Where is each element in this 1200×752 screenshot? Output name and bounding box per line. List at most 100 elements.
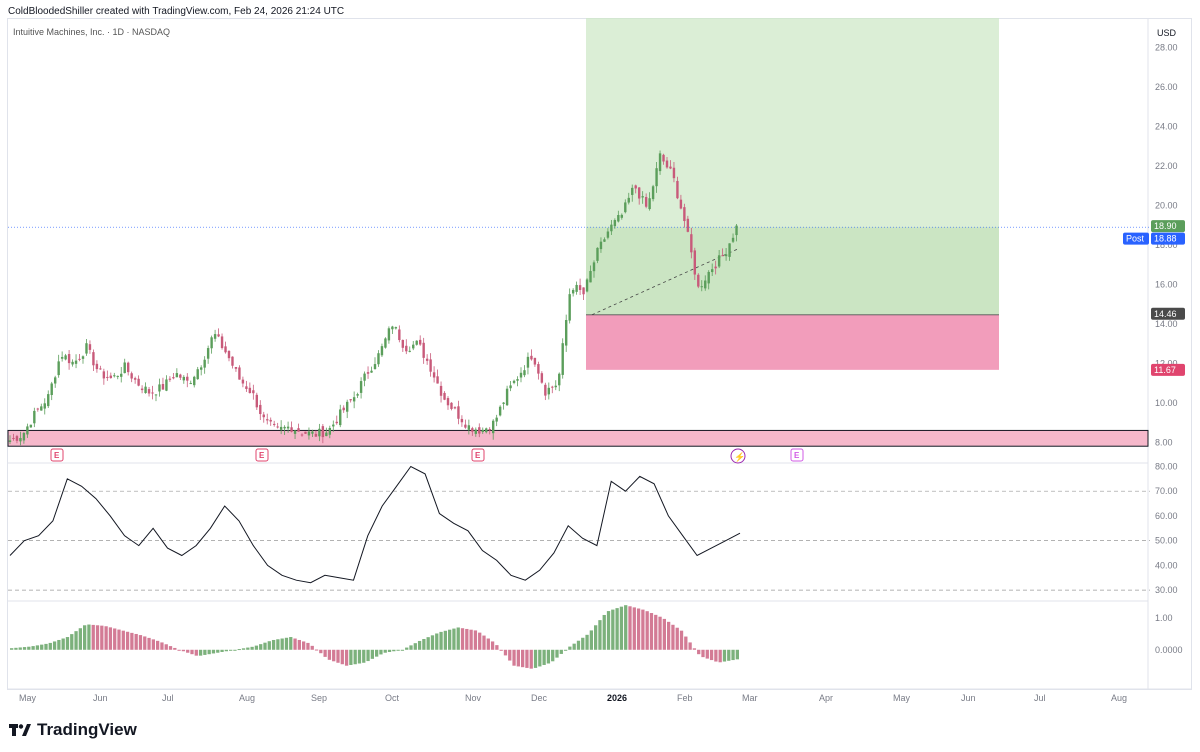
macd-bar	[422, 638, 426, 650]
post-tag: Post	[1126, 234, 1145, 244]
earnings-marker-0: E	[54, 451, 60, 460]
macd-bar	[568, 646, 572, 650]
time-axis-label: 2026	[607, 693, 627, 703]
macd-bar	[594, 625, 598, 650]
chart-credit: ColdBloodedShiller created with TradingV…	[8, 6, 345, 17]
macd-bar	[143, 636, 147, 650]
candle-body	[179, 374, 182, 378]
candle-body	[67, 354, 71, 364]
candle-body	[307, 431, 311, 436]
candle-body	[662, 154, 665, 162]
candle-body	[40, 406, 43, 411]
candle-body	[401, 339, 405, 348]
candle-body	[523, 370, 526, 376]
candle-body	[140, 388, 144, 391]
candle-body	[318, 428, 321, 437]
time-axis-label: Aug	[239, 693, 255, 703]
price-candles	[8, 150, 738, 446]
macd-bar	[35, 645, 40, 650]
price-axis-tick: 20.00	[1155, 200, 1178, 210]
candle-body	[686, 218, 690, 232]
macd-bar	[74, 631, 78, 650]
macd-bar	[177, 649, 181, 651]
price-axis-tick: 26.00	[1155, 82, 1178, 92]
macd-bar	[151, 639, 155, 650]
candle-body	[53, 377, 57, 384]
macd-bar	[516, 649, 520, 667]
candle-body	[495, 417, 498, 422]
candle-body	[64, 355, 67, 360]
candle-body	[707, 271, 710, 284]
earnings-marker-bg-2	[471, 448, 485, 462]
rsi-axis-tick: 80.00	[1155, 461, 1178, 471]
macd-bar	[319, 649, 323, 654]
candle-body	[641, 196, 644, 198]
price-axis-tick: 24.00	[1155, 122, 1178, 132]
macd-bar	[22, 647, 27, 650]
candle-body	[234, 367, 238, 369]
tradingview-brand[interactable]: TradingView	[9, 720, 137, 740]
entry-price-tag: 14.46	[1154, 309, 1177, 319]
candle-body	[26, 426, 29, 435]
macd-bar	[731, 649, 735, 661]
candle-body	[279, 426, 283, 430]
macd-bar	[194, 649, 198, 656]
macd-bar	[383, 649, 387, 653]
candle-body	[175, 373, 179, 378]
candle-body	[255, 394, 259, 408]
macd-bar	[555, 649, 559, 658]
candle-body	[363, 373, 366, 381]
macd-bar	[611, 609, 615, 650]
macd-bar	[138, 635, 143, 650]
candle-body	[321, 426, 325, 438]
macd-bar	[417, 640, 422, 650]
candle-body	[627, 197, 630, 203]
candle-body	[564, 320, 568, 346]
macd-bar	[495, 645, 499, 650]
rsi-axis-tick: 60.00	[1155, 511, 1178, 521]
macd-bar	[542, 649, 546, 665]
candle-body	[15, 436, 19, 441]
dividend-marker-bg	[730, 448, 746, 464]
price-axis-tick: 10.00	[1155, 398, 1178, 408]
candle-body	[196, 369, 199, 380]
post-tag-bg	[1123, 232, 1149, 245]
candle-body	[266, 419, 269, 421]
macd-bar	[207, 649, 211, 655]
macd-bar	[692, 648, 697, 650]
last-price-tag: 18.90	[1154, 221, 1177, 231]
candle-body	[335, 421, 338, 424]
candle-body	[88, 344, 92, 350]
macd-bar	[679, 630, 684, 650]
stop-price-tag: 11.67	[1154, 365, 1176, 375]
candle-body	[366, 372, 370, 374]
macd-bar	[302, 641, 306, 650]
macd-bar	[134, 633, 138, 650]
macd-bar	[430, 635, 435, 650]
candle-body	[314, 433, 318, 437]
macd-bar	[581, 637, 585, 650]
candle-body	[186, 376, 189, 381]
candle-body	[613, 220, 617, 227]
rsi-axis-tick: 70.00	[1155, 486, 1178, 496]
candle-body	[728, 243, 731, 257]
macd-bar	[130, 632, 134, 650]
macd-bar	[538, 649, 542, 667]
candle-body	[269, 419, 272, 422]
macd-bar	[340, 649, 344, 665]
candle-body	[446, 398, 450, 406]
macd-bar	[250, 646, 254, 650]
candle-body	[714, 266, 717, 269]
macd-bar	[486, 638, 490, 650]
candle-body	[311, 431, 314, 434]
candle-body	[432, 372, 436, 378]
future-earnings-marker: E	[794, 451, 800, 460]
candle-body	[206, 348, 210, 359]
macd-bar	[456, 627, 460, 650]
macd-bar	[585, 634, 589, 650]
candle-body	[33, 410, 36, 424]
macd-bar	[344, 649, 349, 666]
macd-bar	[512, 649, 516, 666]
candle-body	[710, 269, 714, 273]
